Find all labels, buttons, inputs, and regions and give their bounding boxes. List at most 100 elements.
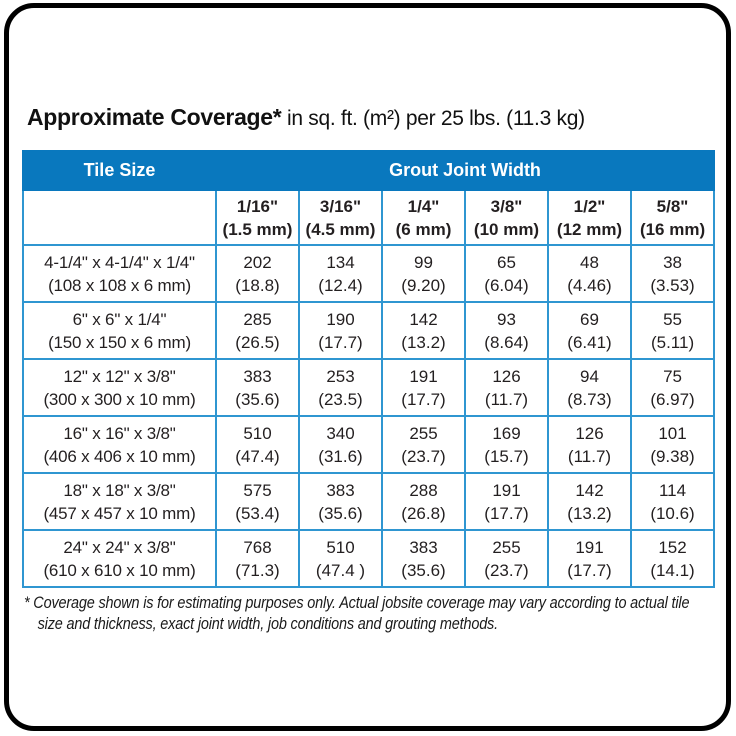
coverage-sqft: 65 bbox=[497, 252, 516, 272]
column-header: 3/16" (4.5 mm) bbox=[298, 189, 383, 246]
header-tile-size: Tile Size bbox=[22, 150, 217, 191]
tile-size-inches: 16" x 16" x 3/8" bbox=[63, 423, 176, 443]
title-emphasis: Approximate Coverage* bbox=[27, 104, 282, 130]
tile-size-cell: 24" x 24" x 3/8" (610 x 610 x 10 mm) bbox=[22, 529, 217, 588]
coverage-cell: 48 (4.46) bbox=[547, 244, 632, 303]
coverage-cell: 768 (71.3) bbox=[215, 529, 300, 588]
table-row: 24" x 24" x 3/8" (610 x 610 x 10 mm) 768 (… bbox=[22, 529, 716, 588]
coverage-m2: (9.20) bbox=[401, 275, 446, 295]
coverage-sqft: 510 bbox=[243, 423, 272, 443]
coverage-sqft: 202 bbox=[243, 252, 272, 272]
coverage-sqft: 191 bbox=[409, 366, 438, 386]
coverage-sqft: 69 bbox=[580, 309, 599, 329]
title-units: in sq. ft. (m²) per 25 lbs. (11.3 kg) bbox=[281, 107, 585, 130]
footnote-line-1: * Coverage shown is for estimating purpo… bbox=[24, 592, 713, 613]
tile-size-inches: 12" x 12" x 3/8" bbox=[63, 366, 176, 386]
footnote-asterisk: * bbox=[24, 593, 30, 612]
coverage-cell: 142 (13.2) bbox=[547, 472, 632, 531]
tile-size-mm: (610 x 610 x 10 mm) bbox=[43, 560, 196, 580]
joint-fraction: 1/4" bbox=[407, 196, 440, 216]
tile-size-cell: 18" x 18" x 3/8" (457 x 457 x 10 mm) bbox=[22, 472, 217, 531]
footnote: * Coverage shown is for estimating purpo… bbox=[24, 592, 713, 634]
coverage-cell: 152 (14.1) bbox=[629, 529, 716, 588]
table-row: 6" x 6" x 1/4" (150 x 150 x 6 mm) 285 (26.… bbox=[22, 301, 716, 360]
coverage-sqft: 152 bbox=[658, 537, 687, 557]
coverage-m2: (11.7) bbox=[567, 446, 612, 466]
column-header: 1/2" (12 mm) bbox=[547, 189, 632, 246]
coverage-cell: 65 (6.04) bbox=[464, 244, 549, 303]
footnote-text-1: Coverage shown is for estimating purpose… bbox=[33, 593, 690, 612]
coverage-sqft: 38 bbox=[663, 252, 682, 272]
coverage-sqft: 383 bbox=[326, 480, 355, 500]
column-header: 1/16" (1.5 mm) bbox=[215, 189, 300, 246]
coverage-m2: (11.7) bbox=[484, 389, 529, 409]
coverage-m2: (6.41) bbox=[567, 332, 612, 352]
tile-size-inches: 6" x 6" x 1/4" bbox=[72, 309, 167, 329]
coverage-m2: (17.7) bbox=[484, 503, 529, 523]
table-row: 18" x 18" x 3/8" (457 x 457 x 10 mm) 575 (… bbox=[22, 472, 716, 531]
coverage-m2: (23.5) bbox=[318, 389, 363, 409]
coverage-cell: 191 (17.7) bbox=[464, 472, 549, 531]
coverage-table: Tile Size Grout Joint Width 1/16" (1.5 mm… bbox=[22, 150, 716, 588]
coverage-m2: (15.7) bbox=[484, 446, 529, 466]
column-header: 5/8" (16 mm) bbox=[629, 189, 716, 246]
coverage-m2: (31.6) bbox=[318, 446, 363, 466]
tile-size-inches: 4-1/4" x 4-1/4" x 1/4" bbox=[44, 252, 195, 272]
joint-mm: (1.5 mm) bbox=[222, 219, 293, 239]
column-header: 1/4" (6 mm) bbox=[381, 189, 466, 246]
tile-size-mm: (300 x 300 x 10 mm) bbox=[43, 389, 196, 409]
tile-size-cell: 6" x 6" x 1/4" (150 x 150 x 6 mm) bbox=[22, 301, 217, 360]
coverage-m2: (3.53) bbox=[650, 275, 695, 295]
coverage-m2: (6.04) bbox=[484, 275, 529, 295]
tile-size-inches: 18" x 18" x 3/8" bbox=[63, 480, 176, 500]
joint-mm: (6 mm) bbox=[395, 219, 452, 239]
coverage-sqft: 575 bbox=[243, 480, 272, 500]
coverage-sqft: 142 bbox=[409, 309, 438, 329]
table-row: 4-1/4" x 4-1/4" x 1/4" (108 x 108 x 6 mm)… bbox=[22, 244, 716, 303]
coverage-cell: 99 (9.20) bbox=[381, 244, 466, 303]
joint-mm: (10 mm) bbox=[473, 219, 540, 239]
coverage-m2: (17.7) bbox=[318, 332, 363, 352]
coverage-cell: 190 (17.7) bbox=[298, 301, 383, 360]
coverage-cell: 69 (6.41) bbox=[547, 301, 632, 360]
coverage-cell: 169 (15.7) bbox=[464, 415, 549, 474]
coverage-sqft: 99 bbox=[414, 252, 433, 272]
coverage-cell: 134 (12.4) bbox=[298, 244, 383, 303]
coverage-sqft: 126 bbox=[575, 423, 604, 443]
coverage-sqft: 288 bbox=[409, 480, 438, 500]
coverage-cell: 114 (10.6) bbox=[629, 472, 716, 531]
joint-fraction: 1/16" bbox=[236, 196, 279, 216]
coverage-m2: (35.6) bbox=[235, 389, 280, 409]
coverage-cell: 255 (23.7) bbox=[381, 415, 466, 474]
coverage-m2: (18.8) bbox=[235, 275, 280, 295]
coverage-cell: 285 (26.5) bbox=[215, 301, 300, 360]
coverage-cell: 253 (23.5) bbox=[298, 358, 383, 417]
tile-size-mm: (150 x 150 x 6 mm) bbox=[48, 332, 191, 352]
coverage-sqft: 255 bbox=[492, 537, 521, 557]
coverage-m2: (6.97) bbox=[650, 389, 695, 409]
coverage-m2: (4.46) bbox=[567, 275, 612, 295]
tile-size-cell: 16" x 16" x 3/8" (406 x 406 x 10 mm) bbox=[22, 415, 217, 474]
tile-size-inches: 24" x 24" x 3/8" bbox=[63, 537, 176, 557]
column-header: 3/8" (10 mm) bbox=[464, 189, 549, 246]
coverage-cell: 255 (23.7) bbox=[464, 529, 549, 588]
joint-fraction: 5/8" bbox=[656, 196, 689, 216]
coverage-sqft: 253 bbox=[326, 366, 355, 386]
tile-size-cell: 4-1/4" x 4-1/4" x 1/4" (108 x 108 x 6 mm) bbox=[22, 244, 217, 303]
coverage-cell: 55 (5.11) bbox=[629, 301, 716, 360]
footnote-text-2: size and thickness, exact joint width, j… bbox=[37, 614, 499, 633]
coverage-sqft: 285 bbox=[243, 309, 272, 329]
coverage-cell: 202 (18.8) bbox=[215, 244, 300, 303]
coverage-cell: 191 (17.7) bbox=[381, 358, 466, 417]
coverage-sqft: 191 bbox=[492, 480, 521, 500]
corner-empty-cell bbox=[22, 189, 217, 246]
coverage-cell: 38 (3.53) bbox=[629, 244, 716, 303]
coverage-m2: (8.64) bbox=[484, 332, 529, 352]
coverage-m2: (17.7) bbox=[401, 389, 446, 409]
coverage-m2: (47.4 ) bbox=[315, 560, 366, 580]
tile-size-mm: (457 x 457 x 10 mm) bbox=[43, 503, 196, 523]
joint-mm: (12 mm) bbox=[556, 219, 623, 239]
coverage-m2: (5.11) bbox=[650, 332, 695, 352]
coverage-cell: 383 (35.6) bbox=[381, 529, 466, 588]
